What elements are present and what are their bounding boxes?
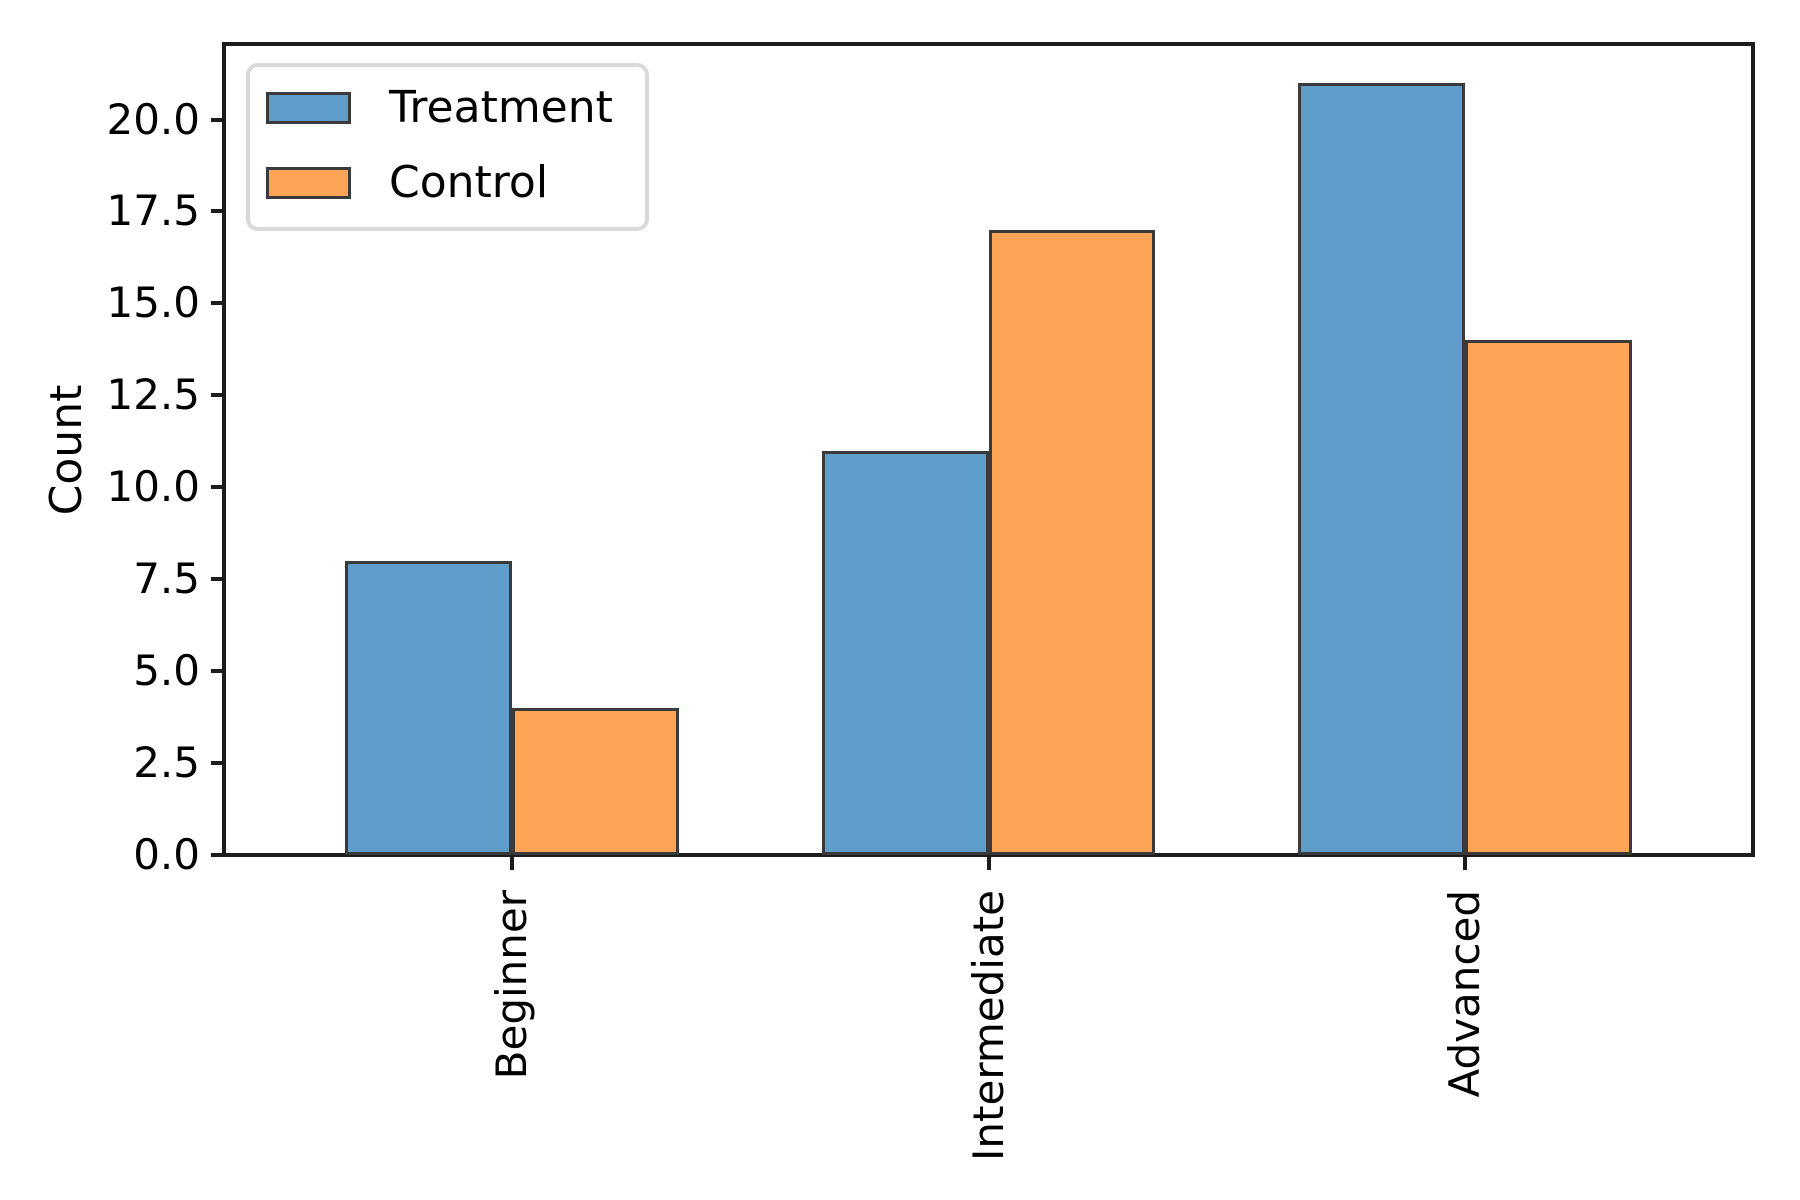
bar-treatment-beginner — [345, 560, 512, 855]
x-tick-mark — [509, 855, 514, 870]
bar-control-advanced — [1465, 340, 1632, 855]
y-tick-mark — [211, 209, 226, 214]
bar-treatment-intermediate — [821, 450, 989, 855]
x-tick-label-beginner: Beginner — [486, 890, 536, 1080]
y-tick-label: 7.5 — [133, 554, 200, 604]
x-tick-label-intermediate: Intermediate — [963, 890, 1013, 1161]
x-tick-mark — [986, 855, 991, 870]
y-tick-mark — [211, 393, 226, 398]
y-tick-mark — [211, 485, 226, 490]
y-tick-mark — [211, 577, 226, 582]
legend-entry-control: Control — [266, 161, 625, 205]
y-tick-mark — [211, 117, 226, 122]
legend-entry-treatment: Treatment — [266, 86, 625, 130]
bar-control-beginner — [511, 707, 679, 855]
y-tick-label: 0.0 — [133, 830, 200, 879]
y-tick-label: 2.5 — [133, 738, 200, 788]
bar-treatment-advanced — [1298, 82, 1466, 855]
y-tick-mark — [211, 669, 226, 674]
x-tick-mark — [1463, 855, 1468, 870]
y-tick-label: 15.0 — [106, 278, 200, 328]
legend-label: Treatment — [389, 82, 613, 133]
y-tick-label: 17.5 — [106, 186, 200, 236]
bar-control-intermediate — [988, 229, 1156, 855]
y-tick-label: 20.0 — [106, 94, 200, 144]
y-tick-mark — [211, 301, 226, 306]
y-tick-mark — [211, 853, 226, 857]
y-tick-label: 10.0 — [106, 462, 200, 512]
legend: Treatment Control — [246, 63, 649, 231]
legend-label: Control — [389, 157, 549, 208]
legend-swatch-icon — [266, 167, 351, 199]
x-tick-label-advanced: Advanced — [1440, 890, 1490, 1098]
y-tick-label: 12.5 — [106, 370, 200, 420]
legend-swatch-icon — [266, 92, 351, 124]
y-tick-label: 5.0 — [133, 646, 200, 696]
y-tick-mark — [211, 761, 226, 766]
